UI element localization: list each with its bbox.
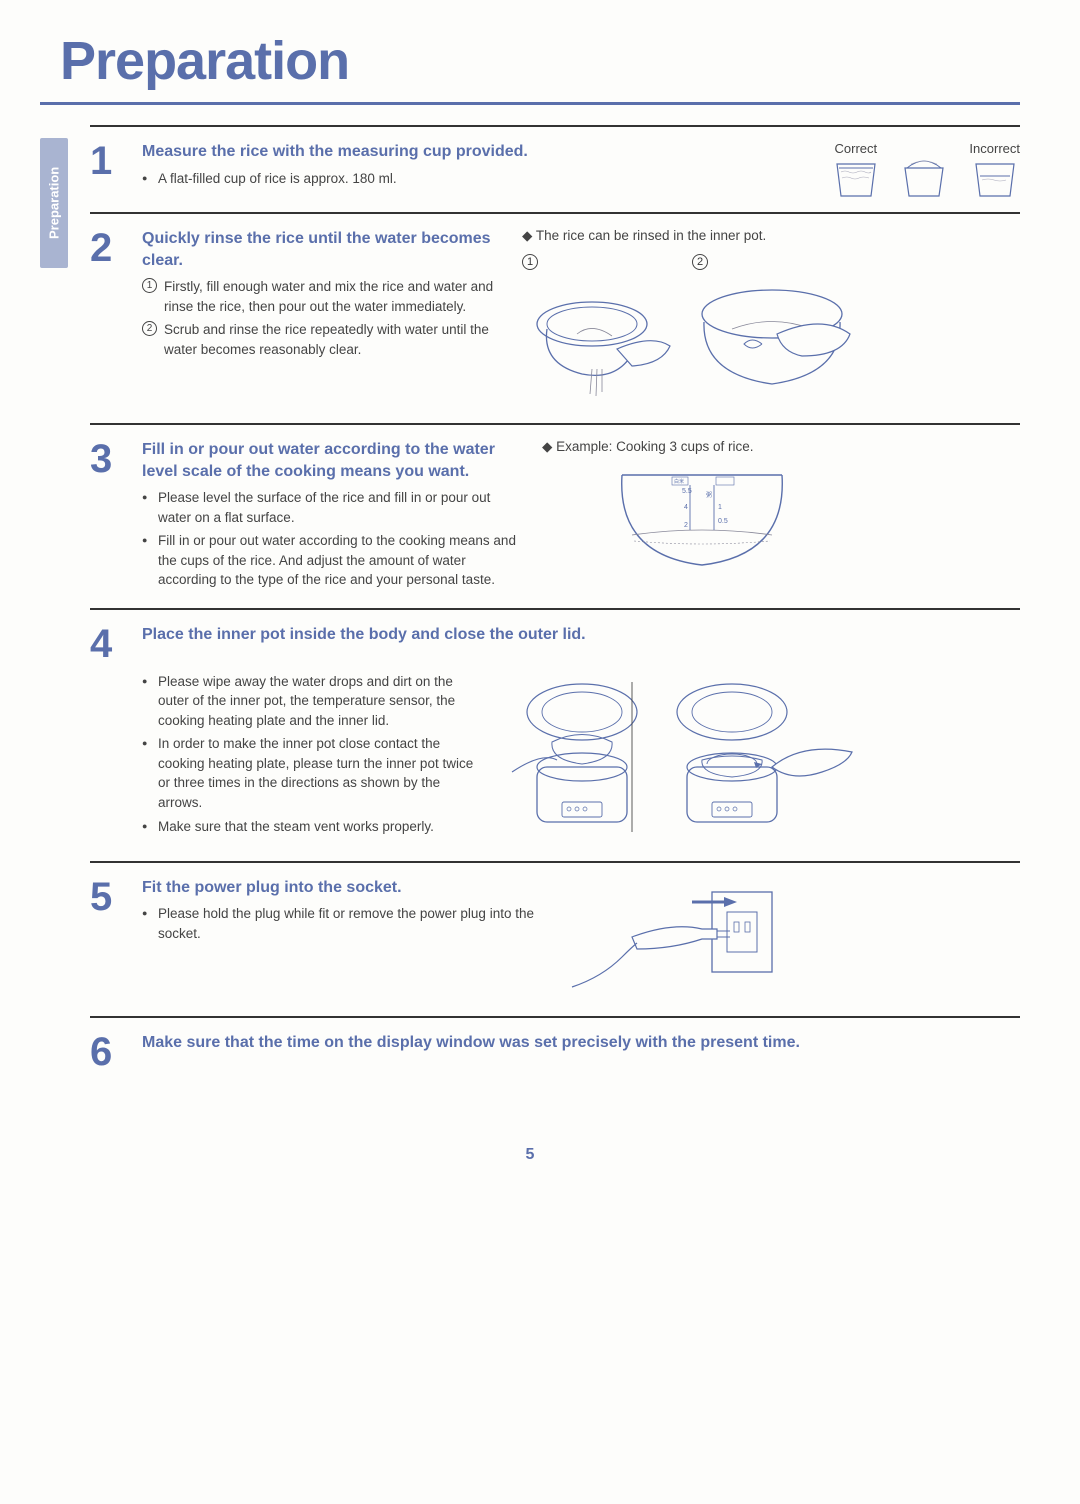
cup-underfilled-icon	[972, 160, 1018, 198]
step-3: 3 Fill in or pour out water according to…	[90, 425, 1020, 610]
cooker-insert-icon	[502, 672, 862, 842]
rinse-fig-1: 1	[522, 252, 682, 409]
step1-aside: Correct Incorrect Incorrec	[833, 141, 1020, 198]
svg-text:粥: 粥	[706, 491, 712, 499]
step-4: 4 Place the inner pot inside the body an…	[90, 610, 1020, 863]
step-number: 6	[90, 1032, 124, 1072]
step-2: 2 Quickly rinse the rice until the water…	[90, 214, 1020, 425]
step-substep: 2Scrub and rinse the rice repeatedly wit…	[142, 320, 502, 359]
step-bullet: In order to make the inner pot close con…	[142, 734, 482, 812]
svg-text:白米: 白米	[674, 478, 684, 485]
cup-correct-icon	[833, 160, 879, 198]
step-bullet: Please level the surface of the rice and…	[142, 488, 522, 527]
step4-aside	[502, 672, 862, 847]
step-heading: Fill in or pour out water according to t…	[142, 439, 522, 482]
step-1: 1 Measure the rice with the measuring cu…	[90, 127, 1020, 214]
page: Preparation Preparation 1 Measure the ri…	[0, 0, 1080, 1204]
svg-text:1: 1	[718, 504, 722, 511]
steps-container: 1 Measure the rice with the measuring cu…	[90, 125, 1020, 1086]
svg-text:2: 2	[684, 522, 688, 529]
step-6: 6 Make sure that the time on the display…	[90, 1018, 1020, 1086]
step2-aside: The rice can be rinsed in the inner pot.…	[522, 228, 852, 409]
step-bullet: Please wipe away the water drops and dir…	[142, 672, 482, 731]
step3-note: Example: Cooking 3 cups of rice.	[542, 439, 862, 455]
title-rule	[40, 102, 1020, 105]
incorrect-label: Incorrect	[969, 141, 1020, 156]
step-heading: Place the inner pot inside the body and …	[142, 624, 1020, 646]
step-substep: 1Firstly, fill enough water and mix the …	[142, 277, 502, 316]
page-number: 5	[40, 1146, 1020, 1164]
step-heading: Quickly rinse the rice until the water b…	[142, 228, 502, 271]
substep-text: Firstly, fill enough water and mix the r…	[164, 279, 493, 314]
side-tab: Preparation	[40, 138, 68, 268]
pot-scale-icon: 5.5 4 2 1 0.5 白米 粥	[602, 465, 802, 575]
rinse-fig-2: 2	[692, 252, 852, 409]
correct-label: Correct	[833, 141, 879, 156]
step-5: 5 Fit the power plug into the socket. Pl…	[90, 863, 1020, 1018]
page-title: Preparation	[60, 30, 1020, 92]
step-heading: Make sure that the time on the display w…	[142, 1032, 1020, 1054]
step-bullet: Make sure that the steam vent works prop…	[142, 817, 482, 837]
svg-text:4: 4	[684, 504, 688, 511]
step-heading: Measure the rice with the measuring cup …	[142, 141, 813, 163]
step-bullet: Please hold the plug while fit or remove…	[142, 904, 542, 943]
step-bullet: Fill in or pour out water according to t…	[142, 531, 522, 590]
step2-note: The rice can be rinsed in the inner pot.	[522, 228, 852, 244]
step-number: 4	[90, 624, 124, 847]
cup-heaped-icon	[901, 160, 947, 198]
substep-text: Scrub and rinse the rice repeatedly with…	[164, 322, 489, 357]
step-bullet: A flat-filled cup of rice is approx. 180…	[142, 169, 813, 189]
step-number: 1	[90, 141, 124, 198]
step5-aside	[562, 877, 822, 1002]
svg-text:0.5: 0.5	[718, 518, 728, 525]
step-number: 3	[90, 439, 124, 594]
step-number: 5	[90, 877, 124, 1002]
svg-text:5.5: 5.5	[682, 488, 692, 495]
step-heading: Fit the power plug into the socket.	[142, 877, 542, 899]
plug-socket-icon	[562, 877, 792, 997]
step3-aside: Example: Cooking 3 cups of rice. 5.5 4 2…	[542, 439, 862, 594]
step-number: 2	[90, 228, 124, 409]
